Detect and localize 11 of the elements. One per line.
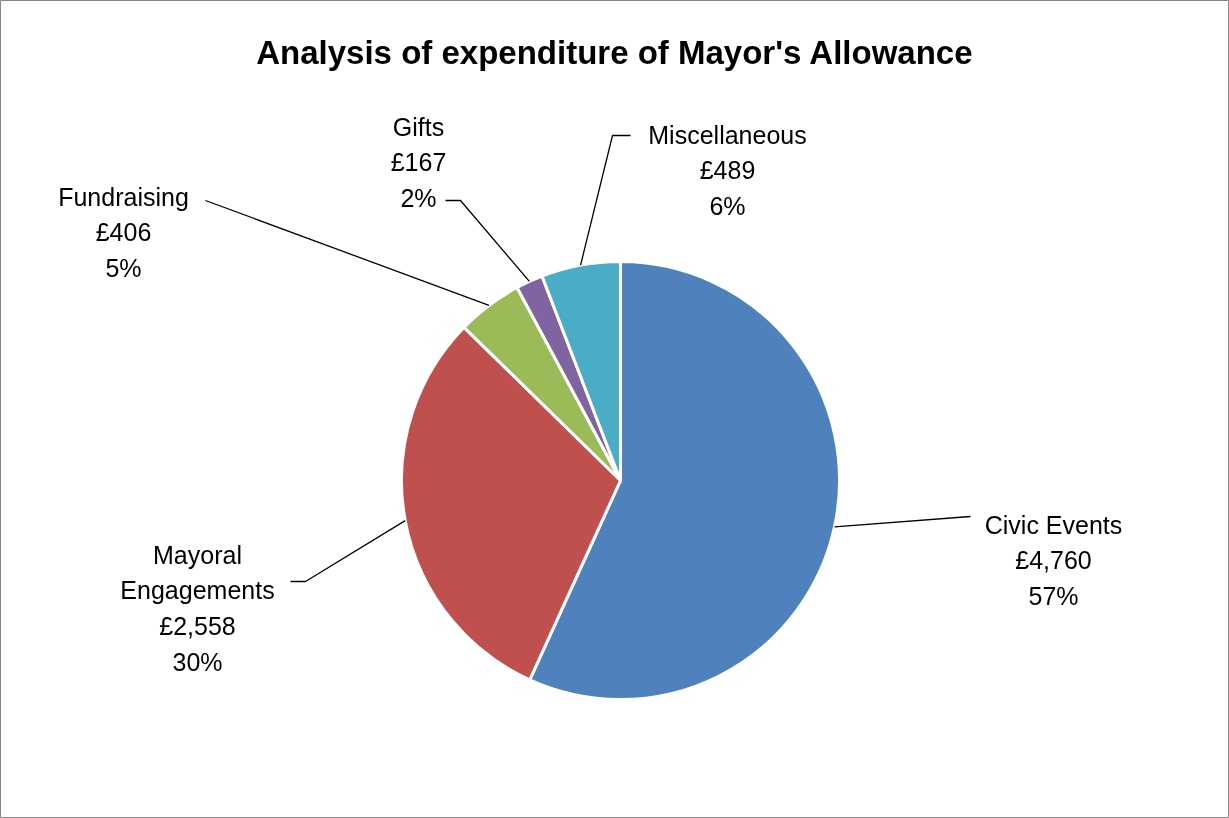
data-label: £4,760 57%: [1015, 546, 1092, 611]
slice-label: Mayoral Engagements: [120, 540, 275, 605]
data-label: £406 5%: [95, 218, 152, 283]
data-label: £2,558 30%: [159, 612, 236, 677]
slice-label: Gifts: [392, 112, 445, 141]
data-label: £167 2%: [390, 148, 447, 213]
slice-label: Civic Events: [984, 510, 1123, 539]
data-label: £489 6%: [699, 156, 756, 221]
slice-label: Miscellaneous: [648, 120, 807, 149]
slice-label: Fundraising: [58, 182, 189, 211]
chart-title: Analysis of expenditure of Mayor's Allowance: [256, 34, 973, 71]
